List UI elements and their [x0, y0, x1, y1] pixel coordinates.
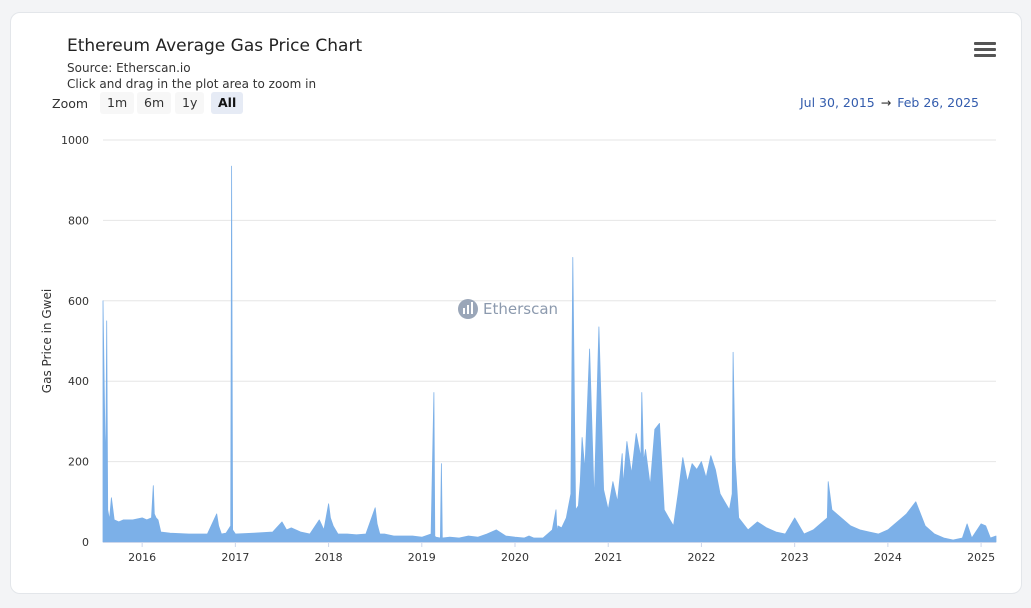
- range-to-input[interactable]: Feb 26, 2025: [897, 95, 979, 110]
- y-axis-ticks: 0 200 400 600 800 1000: [61, 134, 89, 549]
- x-tick-label: 2016: [128, 551, 156, 564]
- x-tick-label: 2023: [781, 551, 809, 564]
- x-tick-label: 2017: [221, 551, 249, 564]
- etherscan-watermark: Etherscan: [458, 299, 558, 319]
- zoom-6m-button[interactable]: 6m: [137, 92, 172, 114]
- grid-lines: [103, 139, 996, 543]
- x-axis-ticks: 2016 2017 2018 2019 2020 2021 2022 2023 2024 2025: [128, 542, 995, 564]
- hamburger-menu-icon[interactable]: [974, 42, 996, 60]
- x-tick-label: 2021: [594, 551, 622, 564]
- etherscan-logo-icon: [458, 299, 478, 319]
- range-arrow: →: [880, 95, 892, 110]
- gas-price-area-series[interactable]: [102, 165, 997, 543]
- x-tick-label: 2024: [874, 551, 902, 564]
- y-tick-label: 600: [68, 295, 89, 308]
- x-tick-label: 2020: [501, 551, 529, 564]
- y-tick-label: 200: [68, 456, 89, 469]
- x-tick-label: 2018: [315, 551, 343, 564]
- zoom-label: Zoom: [52, 96, 89, 111]
- y-tick-label: 1000: [61, 134, 89, 147]
- watermark-text: Etherscan: [483, 300, 558, 318]
- zoom-1y-button[interactable]: 1y: [175, 92, 205, 114]
- x-tick-label: 2019: [408, 551, 436, 564]
- y-tick-label: 400: [68, 375, 89, 388]
- zoom-hint-text: Click and drag in the plot area to zoom …: [67, 76, 317, 91]
- zoom-1m-button[interactable]: 1m: [100, 92, 135, 114]
- chart-title: Ethereum Average Gas Price Chart: [67, 36, 363, 56]
- zoom-all-button[interactable]: All: [211, 92, 244, 114]
- range-from-input[interactable]: Jul 30, 2015: [800, 95, 875, 110]
- y-axis-label: Gas Price in Gwei: [40, 289, 54, 393]
- y-tick-label: 800: [68, 214, 89, 227]
- x-tick-label: 2025: [967, 551, 995, 564]
- date-range: Jul 30, 2015 → Feb 26, 2025: [800, 95, 979, 110]
- chart-subtitle: Source: Etherscan.io Click and drag in t…: [67, 61, 316, 92]
- x-tick-label: 2022: [687, 551, 715, 564]
- y-tick-label: 0: [82, 536, 89, 549]
- source-text: Source: Etherscan.io: [67, 61, 191, 75]
